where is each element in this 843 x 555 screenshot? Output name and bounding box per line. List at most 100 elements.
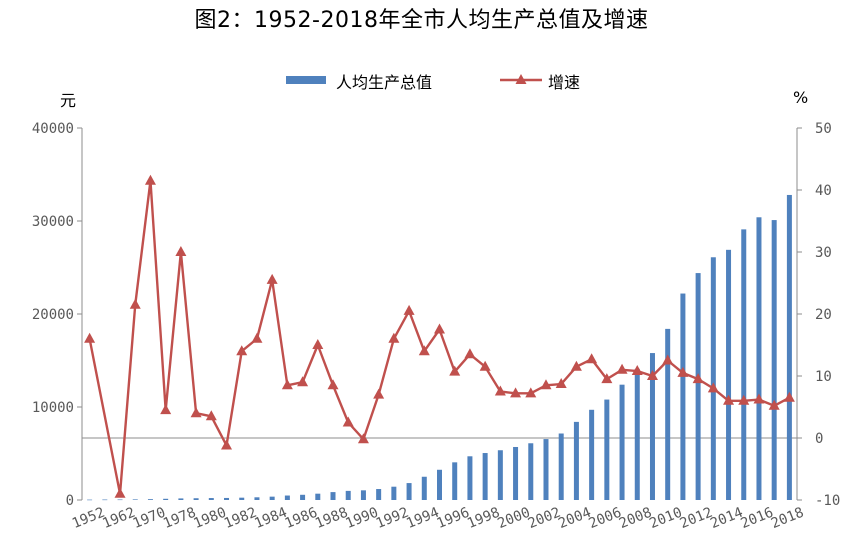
growth-marker xyxy=(783,391,795,402)
bar xyxy=(254,497,260,500)
right-unit-label: % xyxy=(793,88,808,107)
growth-marker xyxy=(646,370,658,380)
bar xyxy=(497,450,503,500)
bar xyxy=(634,368,640,500)
bar xyxy=(771,220,777,500)
bar xyxy=(589,409,595,500)
bar xyxy=(102,499,108,501)
bar xyxy=(345,490,351,500)
bar xyxy=(467,456,473,500)
right-tick-label: 10 xyxy=(815,369,832,385)
bar xyxy=(421,476,427,500)
bar xyxy=(147,499,153,500)
growth-marker xyxy=(114,487,126,498)
growth-marker xyxy=(357,433,369,444)
growth-marker xyxy=(373,388,385,399)
growth-marker xyxy=(510,387,522,398)
growth-marker xyxy=(388,332,400,343)
line-series xyxy=(84,174,795,498)
right-tick-label: 30 xyxy=(815,245,832,261)
bar-series xyxy=(87,194,792,501)
x-tick-label: 2018 xyxy=(769,505,806,532)
growth-marker xyxy=(753,393,765,404)
bar xyxy=(756,217,762,500)
bar xyxy=(604,399,610,500)
growth-marker xyxy=(281,379,293,390)
bar xyxy=(315,493,321,500)
left-tick-label: 0 xyxy=(66,493,74,509)
growth-marker xyxy=(707,382,719,393)
growth-marker xyxy=(342,416,354,427)
left-tick-label: 30000 xyxy=(32,214,74,230)
bar xyxy=(680,293,686,500)
legend: 人均生产总值 增速 xyxy=(286,73,580,92)
bar xyxy=(300,494,306,500)
bar xyxy=(406,483,412,500)
right-tick-label: 0 xyxy=(815,431,823,447)
bar xyxy=(786,194,792,500)
legend-label-line: 增速 xyxy=(548,73,580,92)
bar xyxy=(543,439,549,500)
bar xyxy=(391,486,397,500)
bar xyxy=(513,446,519,500)
bar xyxy=(665,328,671,500)
left-tick-label: 40000 xyxy=(32,121,74,137)
left-tick-label: 10000 xyxy=(32,400,74,416)
growth-marker xyxy=(738,394,750,405)
bar xyxy=(208,498,214,500)
growth-marker xyxy=(236,345,248,356)
growth-marker xyxy=(601,373,613,384)
bar xyxy=(360,490,366,500)
growth-marker xyxy=(144,174,156,185)
bar xyxy=(376,489,382,500)
growth-marker xyxy=(540,379,552,390)
left-tick-label: 20000 xyxy=(32,307,74,323)
growth-marker xyxy=(768,399,780,410)
growth-marker xyxy=(160,404,172,415)
growth-marker xyxy=(692,373,704,384)
growth-marker xyxy=(677,366,689,377)
bar xyxy=(573,421,579,500)
growth-marker xyxy=(297,376,309,387)
growth-marker xyxy=(403,304,415,315)
growth-marker xyxy=(434,323,445,334)
right-tick-label: 50 xyxy=(815,121,832,137)
bar xyxy=(87,499,93,501)
bar xyxy=(695,273,701,500)
legend-label-bar: 人均生产总值 xyxy=(336,73,432,92)
growth-marker xyxy=(221,439,233,450)
bar xyxy=(178,498,184,500)
bar xyxy=(239,497,245,500)
growth-marker xyxy=(266,273,278,284)
chart-title: 图2：1952-2018年全市人均生产总值及增速 xyxy=(194,8,649,33)
growth-marker xyxy=(570,360,582,371)
growth-marker xyxy=(190,407,202,418)
bar xyxy=(330,492,336,500)
growth-marker xyxy=(616,363,628,374)
bar xyxy=(437,469,442,500)
right-tick-label: -10 xyxy=(815,493,840,509)
bar xyxy=(619,384,625,500)
growth-marker xyxy=(312,339,324,349)
growth-marker xyxy=(129,298,141,309)
bar xyxy=(741,229,747,500)
growth-marker xyxy=(586,353,598,364)
legend-swatch-marker xyxy=(515,74,527,84)
growth-marker xyxy=(251,332,263,343)
bar xyxy=(452,462,458,500)
growth-marker xyxy=(525,387,537,398)
growth-marker xyxy=(175,246,187,256)
growth-marker xyxy=(418,345,430,356)
growth-marker xyxy=(84,332,96,343)
bar xyxy=(528,443,534,500)
growth-marker xyxy=(464,348,476,359)
growth-marker xyxy=(494,385,506,396)
growth-marker xyxy=(723,394,735,405)
growth-marker xyxy=(555,378,567,389)
growth-marker xyxy=(205,410,217,421)
growth-marker xyxy=(449,365,461,376)
growth-marker xyxy=(662,354,674,365)
growth-marker xyxy=(631,365,643,376)
right-tick-label: 20 xyxy=(815,307,832,323)
bar xyxy=(649,353,655,500)
